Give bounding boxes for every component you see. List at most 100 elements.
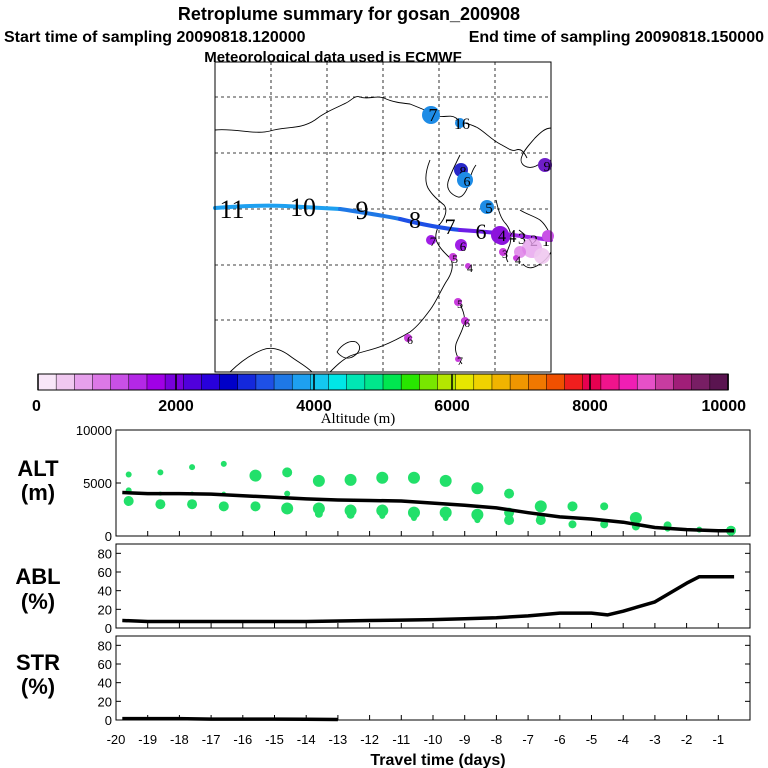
- colorbar-cell: [618, 373, 638, 391]
- y-tick-label: 80: [98, 638, 112, 653]
- plume-point-label: 4: [515, 253, 521, 267]
- end-time-label: End time of sampling 20090818.150000: [469, 29, 764, 46]
- plume-point: 16: [454, 116, 470, 133]
- plume-point-marker: [465, 263, 471, 269]
- plume-point-marker: [454, 298, 462, 306]
- x-tick-label: -15: [265, 732, 284, 747]
- plume-point-marker: [426, 235, 436, 245]
- str-panel: STR (%) 0 20 40 60 80: [16, 635, 751, 728]
- colorbar-cell: [146, 373, 166, 391]
- day-label: 8: [409, 208, 421, 234]
- y-tick-label: 40: [98, 584, 112, 599]
- x-tick-label: -2: [681, 732, 693, 747]
- colorbar-cell: [201, 373, 221, 391]
- alt-sample-point: [281, 502, 294, 515]
- colorbar-cell: [400, 373, 421, 391]
- colorbar-cell: [37, 373, 57, 391]
- alt-sample-point: [379, 512, 386, 519]
- alt-sample-point: [439, 474, 452, 487]
- alt-sample-point: [218, 501, 229, 512]
- y-tick-label: 40: [98, 676, 112, 691]
- day-label: 11: [219, 195, 244, 224]
- plume-point-label: 6: [464, 316, 470, 330]
- colorbar-cell: [528, 373, 548, 391]
- plume-point-marker: [491, 226, 509, 244]
- x-tick-label: -13: [329, 732, 348, 747]
- alt-sample-point: [346, 510, 355, 519]
- alt-sample-point: [157, 469, 164, 476]
- day-label: 4: [508, 226, 517, 246]
- alt-sample-point: [376, 504, 389, 517]
- plume-point-label: 6: [464, 175, 471, 190]
- x-tick-label: -8: [491, 732, 503, 747]
- colorbar-cell: [74, 373, 94, 391]
- alt-sample-point: [314, 509, 323, 518]
- plume-point: 5: [449, 252, 458, 266]
- alt-label: ALT: [17, 456, 59, 481]
- alt-sample-point: [471, 508, 484, 521]
- abl-panel: ABL (%) 0 20 40 60 80: [15, 543, 751, 636]
- alt-sample-point: [249, 469, 262, 482]
- plume-point: 5: [480, 200, 494, 217]
- x-tick-label: -19: [138, 732, 157, 747]
- series-line: [122, 574, 735, 624]
- colorbar-cell: [273, 373, 293, 391]
- alt-sample-point: [471, 482, 484, 495]
- colorbar-cell: [310, 373, 330, 391]
- colorbar-cell: [491, 373, 511, 391]
- alt-sample-point: [250, 501, 261, 512]
- y-tick-label: 0: [105, 529, 112, 544]
- time-axis: -20 -19 -18 -17 -16 -15 -14 -13 -12 -11 -10 -9 -8 -7 -…: [107, 732, 724, 747]
- day-label: 10: [290, 193, 316, 222]
- y-tick-label: 0: [105, 713, 112, 728]
- plume-point-marker: [480, 200, 494, 214]
- x-tick-label: -11: [392, 732, 410, 747]
- x-tick-label: -16: [233, 732, 252, 747]
- colorbar-cell: [437, 373, 457, 391]
- colorbar-tick-label: 10000: [702, 398, 747, 415]
- day-label: 6: [476, 219, 487, 244]
- colorbar-cell: [110, 373, 130, 391]
- plume-point-label: 7: [430, 234, 437, 249]
- series-line: [122, 490, 735, 533]
- alt-sample-point: [189, 464, 196, 471]
- plume-point: 6: [455, 239, 467, 254]
- day-label: 3: [518, 231, 526, 248]
- colorbar-cell: [382, 373, 402, 391]
- alt-sample-point: [600, 502, 609, 511]
- y-tick-label: 20: [98, 602, 112, 617]
- colorbar-tick-label: 0: [32, 398, 41, 415]
- day-label: 9: [356, 196, 369, 225]
- colorbar-label: Altitude (m): [321, 411, 396, 427]
- x-axis-label: Travel time (days): [370, 752, 505, 768]
- colorbar-cell: [509, 373, 530, 391]
- plume-point-marker: [422, 106, 440, 124]
- plume-point-marker: [513, 255, 519, 261]
- y-tick-label: 5000: [83, 476, 112, 491]
- x-tick-label: -20: [107, 732, 126, 747]
- x-tick-label: -10: [424, 732, 443, 747]
- plume-point-label: 7: [457, 354, 463, 368]
- colorbar-cell: [691, 373, 711, 391]
- x-tick-label: -14: [297, 732, 316, 747]
- alt-sample-point: [442, 514, 449, 521]
- colorbar-cell: [128, 373, 148, 391]
- plume-point-marker: [449, 253, 457, 261]
- x-tick-label: -18: [170, 732, 189, 747]
- plume-point-label: 6: [460, 239, 467, 254]
- alt-sample-point: [439, 506, 452, 519]
- plume-points: 716986576544345667: [404, 105, 552, 368]
- alt-sample-point: [220, 460, 227, 467]
- plume-point: 7: [422, 105, 440, 125]
- y-tick-label: 60: [98, 565, 112, 580]
- plume-point-marker: [461, 317, 469, 325]
- alt-sample-point: [282, 467, 293, 478]
- alt-sample-point: [629, 511, 642, 524]
- plume-point: 6: [404, 333, 413, 347]
- plume-point: 4: [513, 253, 521, 267]
- plume-point-label: 4: [498, 228, 506, 245]
- colorbar-cell: [219, 373, 239, 391]
- x-tick-label: -17: [202, 732, 221, 747]
- colorbar-cell: [92, 373, 112, 391]
